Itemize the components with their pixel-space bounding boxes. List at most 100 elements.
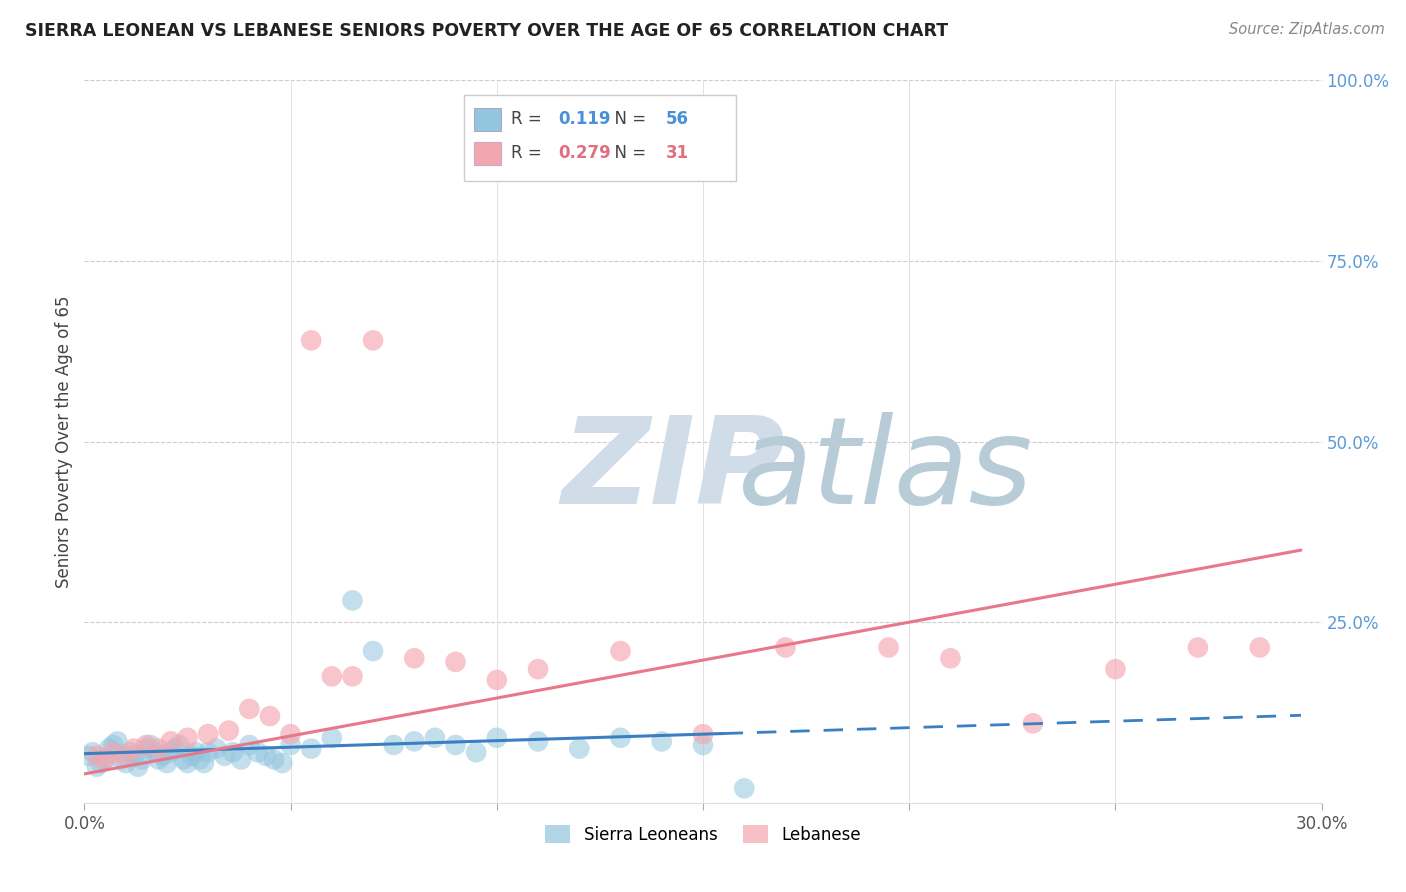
Point (238, 738, 260, 752)
Point (197, 727, 219, 741)
Text: R =: R = (512, 144, 547, 161)
Point (1187, 640, 1209, 655)
Point (135, 738, 157, 752)
Point (143, 745, 166, 759)
Point (1249, 640, 1271, 655)
Point (131, 752, 153, 766)
Bar (474, 142, 502, 165)
Text: SIERRA LEONEAN VS LEBANESE SENIORS POVERTY OVER THE AGE OF 65 CORRELATION CHART: SIERRA LEONEAN VS LEBANESE SENIORS POVER… (25, 22, 949, 40)
Point (238, 702, 260, 716)
Point (127, 760, 149, 774)
Point (103, 745, 125, 759)
Point (485, 673, 508, 687)
Text: R =: R = (512, 110, 547, 128)
Point (259, 709, 281, 723)
Point (877, 640, 900, 655)
Point (218, 723, 240, 738)
Point (105, 734, 128, 748)
Point (382, 738, 405, 752)
Text: Source: ZipAtlas.com: Source: ZipAtlas.com (1229, 22, 1385, 37)
Point (103, 738, 125, 752)
Point (94, 752, 117, 766)
Point (342, 593, 364, 607)
Point (361, 334, 384, 348)
Point (205, 741, 228, 756)
Point (485, 731, 508, 745)
Point (280, 738, 302, 752)
Point (527, 662, 550, 676)
Point (160, 745, 183, 759)
Point (118, 745, 141, 759)
Point (444, 738, 467, 752)
Point (271, 756, 294, 770)
Point (156, 756, 179, 770)
Point (775, 640, 797, 655)
Point (692, 738, 714, 752)
Text: 0.279: 0.279 (558, 144, 612, 161)
Point (160, 734, 183, 748)
Bar (474, 108, 502, 131)
Point (404, 651, 426, 665)
Point (77, 748, 100, 763)
Point (609, 644, 631, 658)
Point (148, 741, 170, 756)
Point (299, 334, 322, 348)
Point (98, 741, 121, 756)
Point (122, 748, 145, 763)
Point (176, 756, 198, 770)
Text: 0.119: 0.119 (558, 110, 610, 128)
Point (280, 727, 302, 741)
Point (263, 752, 285, 766)
Point (214, 748, 236, 763)
Point (167, 738, 190, 752)
Point (423, 731, 446, 745)
Point (527, 734, 550, 748)
Point (135, 741, 157, 756)
Point (86, 760, 108, 774)
Point (651, 734, 673, 748)
Text: 56: 56 (666, 110, 689, 128)
Point (82, 745, 104, 759)
Point (197, 745, 219, 759)
Point (94, 752, 117, 766)
Point (176, 731, 198, 745)
Point (254, 748, 277, 763)
Point (152, 748, 174, 763)
Point (939, 651, 962, 665)
Point (172, 752, 194, 766)
Point (193, 756, 215, 770)
Point (404, 734, 426, 748)
Point (180, 748, 202, 763)
Point (1022, 716, 1045, 731)
Text: ZIP: ZIP (561, 412, 785, 529)
Point (86, 748, 108, 763)
Point (465, 745, 488, 759)
Point (321, 731, 343, 745)
Point (188, 752, 211, 766)
Point (299, 741, 322, 756)
Point (692, 727, 714, 741)
Point (122, 741, 145, 756)
Point (165, 741, 187, 756)
Y-axis label: Seniors Poverty Over the Age of 65: Seniors Poverty Over the Age of 65 (55, 295, 73, 588)
Text: 31: 31 (666, 144, 689, 161)
Point (246, 745, 269, 759)
Point (1104, 662, 1126, 676)
Point (361, 644, 384, 658)
Point (321, 669, 343, 683)
Point (184, 745, 207, 759)
Point (90, 756, 112, 770)
Text: N =: N = (605, 110, 651, 128)
Point (568, 741, 591, 756)
Point (733, 781, 755, 796)
Text: atlas: atlas (738, 412, 1033, 529)
Point (229, 752, 252, 766)
Point (110, 752, 132, 766)
Legend: Sierra Leoneans, Lebanese: Sierra Leoneans, Lebanese (540, 821, 866, 848)
Point (342, 669, 364, 683)
Point (114, 756, 136, 770)
Point (139, 738, 162, 752)
Point (148, 752, 170, 766)
Point (114, 748, 136, 763)
Point (222, 745, 245, 759)
